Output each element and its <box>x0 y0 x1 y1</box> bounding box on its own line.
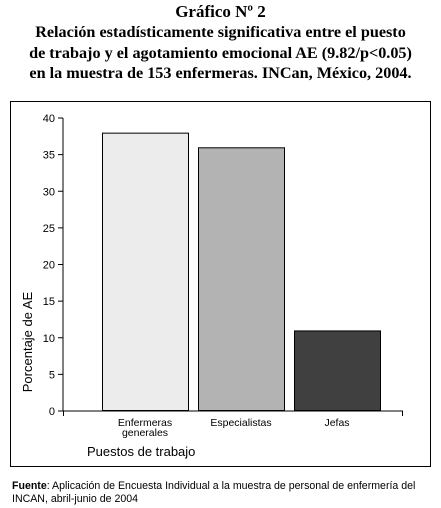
y-tick-label: 10 <box>43 333 55 345</box>
bar <box>102 132 189 411</box>
bars <box>102 132 381 412</box>
y-tick-label: 25 <box>43 223 55 235</box>
chart-heading: Gráfico Nº 2 Relación estadísticamente s… <box>0 2 441 84</box>
x-tick-label: generales <box>122 427 168 439</box>
y-tick-label: 5 <box>49 369 55 381</box>
x-tick-label: Enfermeras <box>118 417 172 429</box>
chart-title-line-1: Relación estadísticamente significativa … <box>35 23 406 41</box>
y-tick-label: 0 <box>49 406 55 418</box>
chart-title-line-3: en la muestra de 153 enfermeras. INCan, … <box>29 64 412 82</box>
y-tick-label: 15 <box>43 296 55 308</box>
y-tick-label: 30 <box>43 186 55 198</box>
source-note: Fuente: Aplicación de Encuesta Individua… <box>12 480 432 506</box>
chart-number: Gráfico Nº 2 <box>175 2 266 21</box>
y-axis: 0 5 10 15 20 25 30 35 40 <box>43 113 64 418</box>
source-label: Fuente <box>12 480 47 492</box>
source-text: : Aplicación de Encuesta Individual a la… <box>12 480 416 505</box>
x-tick-label: Jefas <box>324 417 349 429</box>
y-tick-label: 40 <box>43 113 55 125</box>
chart-frame <box>10 101 431 467</box>
x-axis-label: Puestos de trabajo <box>87 444 195 459</box>
chart-title-line-2: de trabajo y el agotamiento emocional AE… <box>29 43 412 62</box>
y-axis-label: Porcentaje de AE <box>20 291 35 392</box>
x-tick-label: Especialistas <box>210 417 271 429</box>
y-tick-label: 20 <box>43 260 55 272</box>
bar <box>294 330 381 411</box>
bar <box>198 147 285 412</box>
y-tick-label: 35 <box>43 150 55 162</box>
